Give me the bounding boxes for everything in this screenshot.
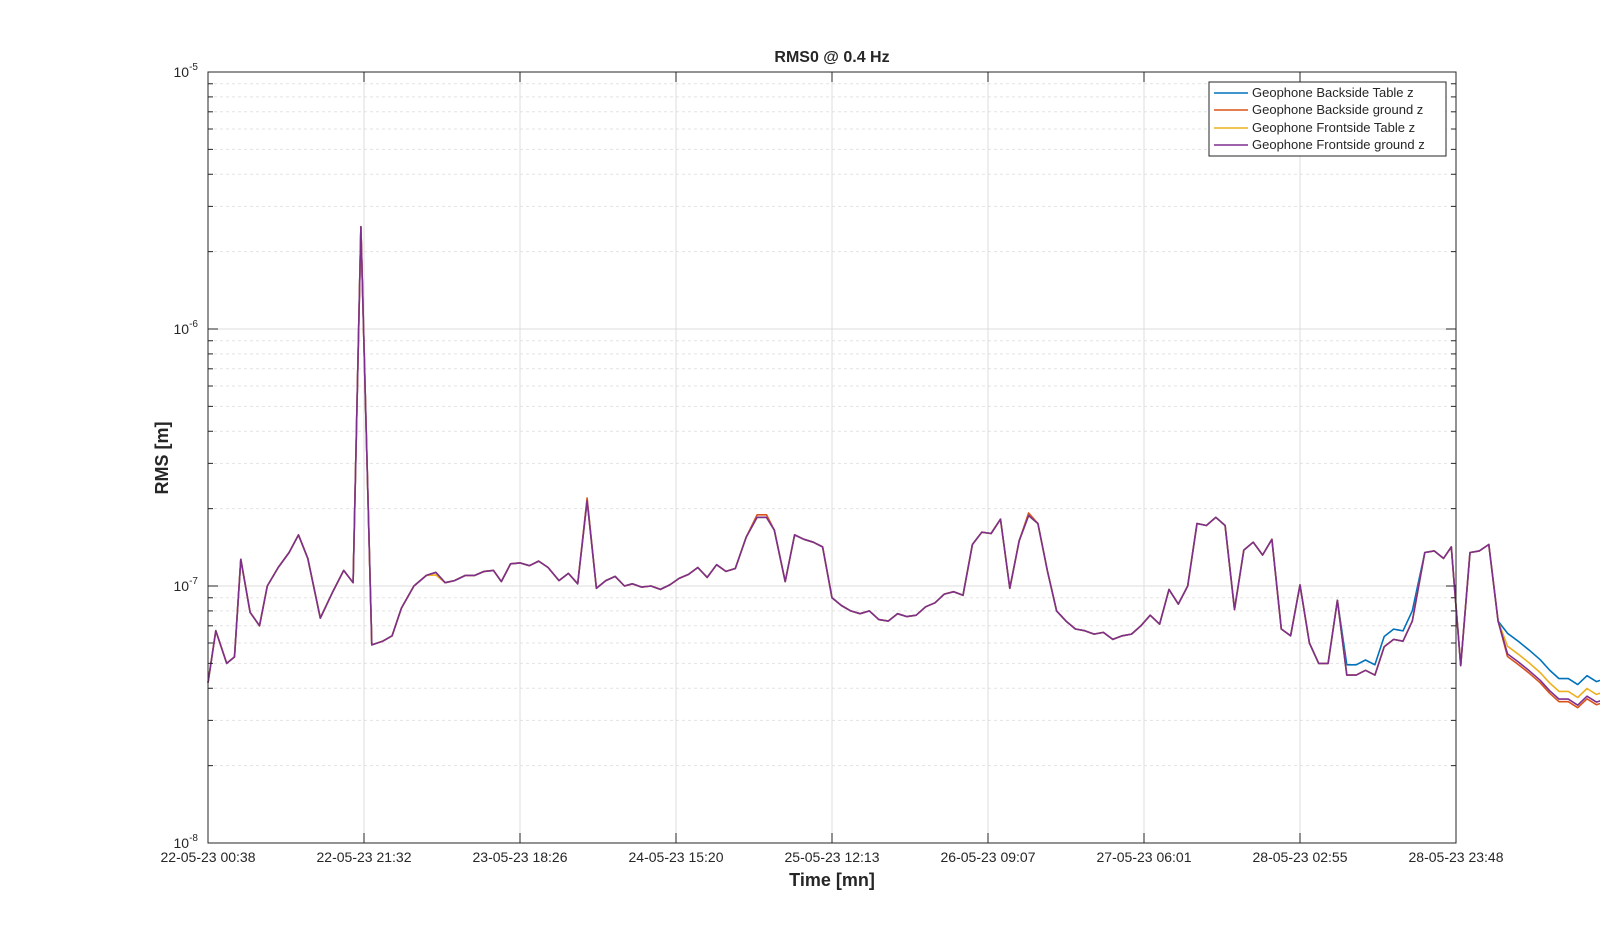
- y-tick-label: 10-7: [174, 576, 199, 594]
- x-tick-label: 28-05-23 02:55: [1253, 849, 1348, 865]
- axis-ticks: [207, 71, 1457, 844]
- x-tick-labels: 22-05-23 00:38 22-05-23 21:32 23-05-23 18:…: [161, 849, 1504, 865]
- legend-entry: Geophone Frontside Table z: [1214, 120, 1415, 135]
- y-axis-label: RMS [m]: [152, 422, 172, 495]
- y-tick-label: 10-6: [174, 319, 199, 337]
- legend: Geophone Backside Table z Geophone Backs…: [1208, 81, 1447, 157]
- legend-entry: Geophone Frontside ground z: [1214, 137, 1425, 152]
- y-tick-labels: 10-8 10-7 10-6 10-5: [174, 62, 199, 851]
- major-grid: [208, 72, 1456, 843]
- x-tick-label: 24-05-23 15:20: [629, 849, 724, 865]
- x-axis-label: Time [mn]: [789, 870, 875, 890]
- legend-box: [1208, 81, 1447, 157]
- x-tick-label: 27-05-23 06:01: [1097, 849, 1192, 865]
- x-tick-label: 28-05-23 23:48: [1409, 849, 1504, 865]
- x-tick-label: 25-05-23 12:13: [785, 849, 880, 865]
- chart-title: RMS0 @ 0.4 Hz: [774, 49, 889, 66]
- x-tick-label: 22-05-23 00:38: [161, 849, 256, 865]
- legend-label: Geophone Backside Table z: [1252, 85, 1414, 100]
- legend-entry: Geophone Backside Table z: [1214, 85, 1414, 100]
- legend-label: Geophone Frontside Table z: [1252, 120, 1415, 135]
- series-lines: [207, 225, 1600, 709]
- series-line-4: [207, 225, 1600, 707]
- x-tick-label: 23-05-23 18:26: [473, 849, 568, 865]
- y-tick-label: 10-5: [174, 62, 199, 80]
- legend-entry: Geophone Backside ground z: [1214, 102, 1423, 117]
- legend-label: Geophone Backside ground z: [1252, 102, 1423, 117]
- y-tick-label: 10-8: [174, 833, 199, 851]
- legend-label: Geophone Frontside ground z: [1252, 137, 1425, 152]
- x-tick-label: 26-05-23 09:07: [941, 849, 1036, 865]
- x-tick-label: 22-05-23 21:32: [317, 849, 412, 865]
